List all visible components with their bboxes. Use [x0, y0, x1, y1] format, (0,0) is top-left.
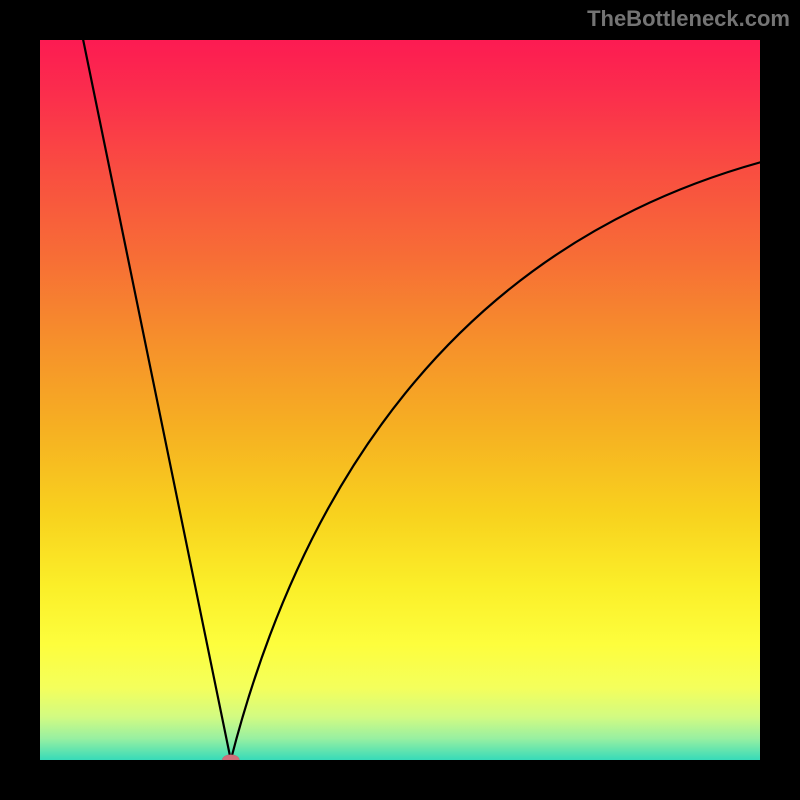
plot-svg [40, 40, 760, 760]
plot-area [40, 40, 760, 760]
watermark-text: TheBottleneck.com [587, 6, 790, 32]
chart-frame: TheBottleneck.com [0, 0, 800, 800]
